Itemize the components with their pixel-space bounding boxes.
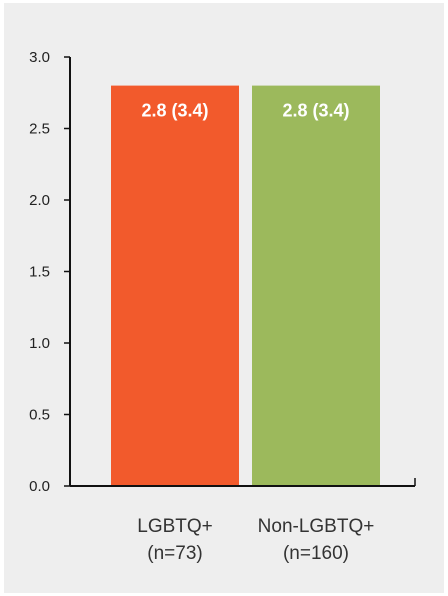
y-tick-label-4: 2.0 xyxy=(29,192,50,209)
bars: 2.8 (3.4) 2.8 (3.4) xyxy=(111,85,380,486)
y-tick-label-6: 3.0 xyxy=(29,49,50,66)
y-tick-label-1: 0.5 xyxy=(29,407,50,424)
bar-value-label-1: 2.8 (3.4) xyxy=(282,101,349,121)
y-tick-label-5: 2.5 xyxy=(29,121,50,138)
category-label-0: LGBTQ+ xyxy=(137,516,213,537)
bar-1 xyxy=(252,85,380,486)
y-axis: 0.0 0.5 1.0 1.5 2.0 2.5 3.0 xyxy=(29,49,71,495)
y-tick-label-0: 0.0 xyxy=(29,478,50,495)
category-sublabel-1: (n=160) xyxy=(283,543,349,564)
category-label-1: Non-LGBTQ+ xyxy=(258,516,375,537)
y-tick-label-3: 1.5 xyxy=(29,264,50,281)
y-tick-label-2: 1.0 xyxy=(29,335,50,352)
bar-0 xyxy=(111,85,239,486)
x-axis: LGBTQ+ (n=73) Non-LGBTQ+ (n=160) xyxy=(70,478,416,564)
bar-value-label-0: 2.8 (3.4) xyxy=(141,101,208,121)
category-sublabel-0: (n=73) xyxy=(147,543,202,564)
